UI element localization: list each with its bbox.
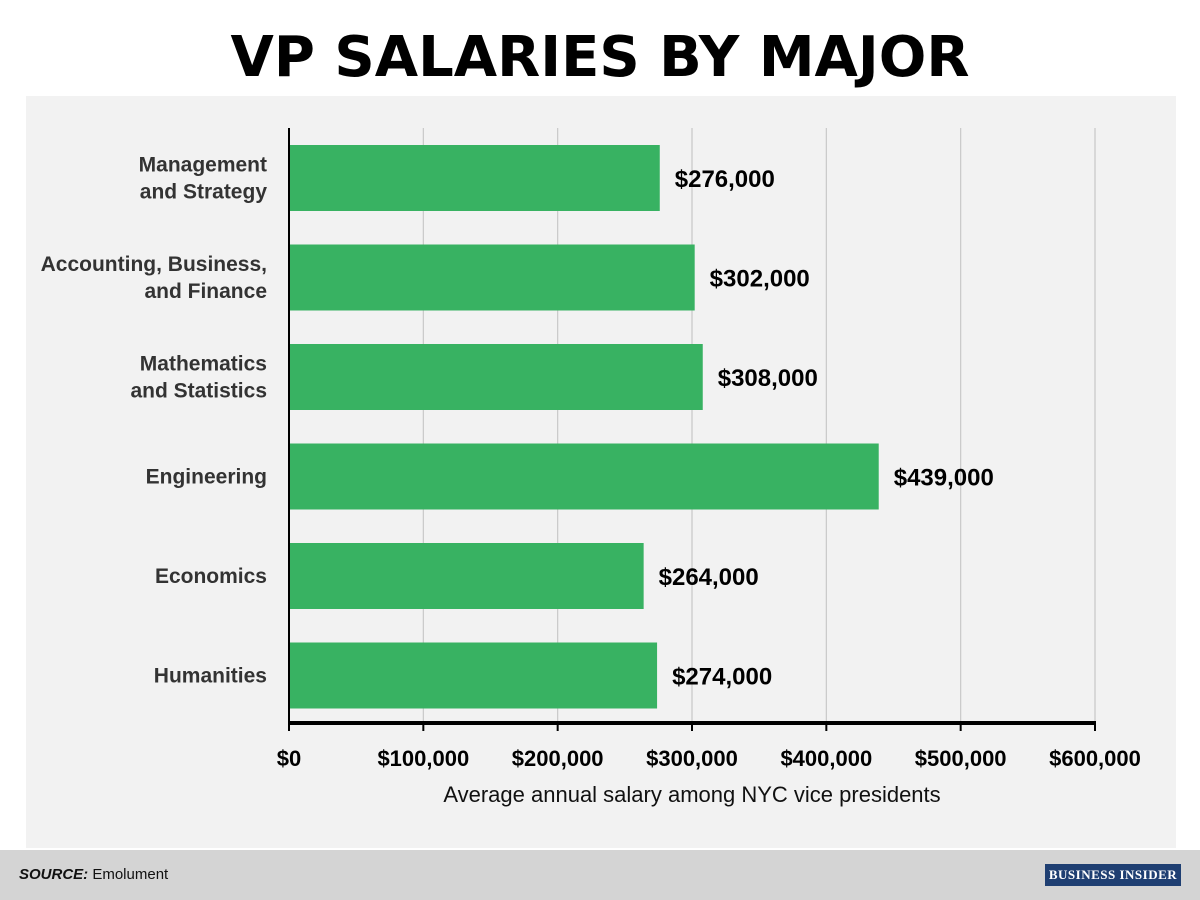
x-tick-label: $0 <box>277 746 301 771</box>
x-tick-label: $300,000 <box>646 746 738 771</box>
category-label-line: and Finance <box>144 280 267 303</box>
x-tick-label: $400,000 <box>780 746 872 771</box>
bar-value-label: $264,000 <box>659 564 759 591</box>
category-label-line: Engineering <box>146 466 267 489</box>
bar <box>289 543 644 609</box>
x-tick-label: $500,000 <box>915 746 1007 771</box>
bar-value-label: $274,000 <box>672 664 772 691</box>
category-label-line: and Statistics <box>130 380 267 403</box>
category-label: Humanities <box>154 665 267 688</box>
source-value: Emolument <box>92 866 169 883</box>
category-label: Accounting, Business, and Finance <box>41 253 267 303</box>
category-label-line: Humanities <box>154 665 267 688</box>
source-note: SOURCE: Emolument <box>19 866 168 883</box>
category-label: Mathematics and Statistics <box>130 353 267 403</box>
bar <box>289 344 703 410</box>
category-label-line: Economics <box>155 565 267 588</box>
business-insider-logo: BUSINESS INSIDER <box>1045 864 1181 886</box>
x-tick-label: $100,000 <box>377 746 469 771</box>
category-label-line: and Strategy <box>140 181 268 204</box>
category-label-line: Management <box>139 154 267 177</box>
x-tick-label: $600,000 <box>1049 746 1141 771</box>
category-label: Economics <box>155 565 267 588</box>
x-tick-label: $200,000 <box>512 746 604 771</box>
bar <box>289 642 658 709</box>
bar-value-label: $302,000 <box>710 266 810 293</box>
bar <box>289 244 695 311</box>
bar-value-label: $308,000 <box>718 365 818 392</box>
bar-value-label: $439,000 <box>894 465 994 492</box>
footer-bar: SOURCE: Emolument BUSINESS INSIDER <box>0 850 1200 900</box>
source-label: SOURCE: <box>19 866 89 883</box>
category-label: Management and Strategy <box>139 154 268 204</box>
chart-title: VP SALARIES BY MAJOR <box>230 25 970 90</box>
bar-chart: $276,000 Management and Strategy $302,000 Ac… <box>41 128 1141 807</box>
category-label: Engineering <box>146 466 267 489</box>
category-label-line: Mathematics <box>140 353 267 376</box>
category-label-line: Accounting, Business, <box>41 253 267 276</box>
bar <box>289 145 660 211</box>
bar <box>289 443 879 510</box>
x-axis-title: Average annual salary among NYC vice pre… <box>443 782 940 807</box>
bar-value-label: $276,000 <box>675 166 775 193</box>
